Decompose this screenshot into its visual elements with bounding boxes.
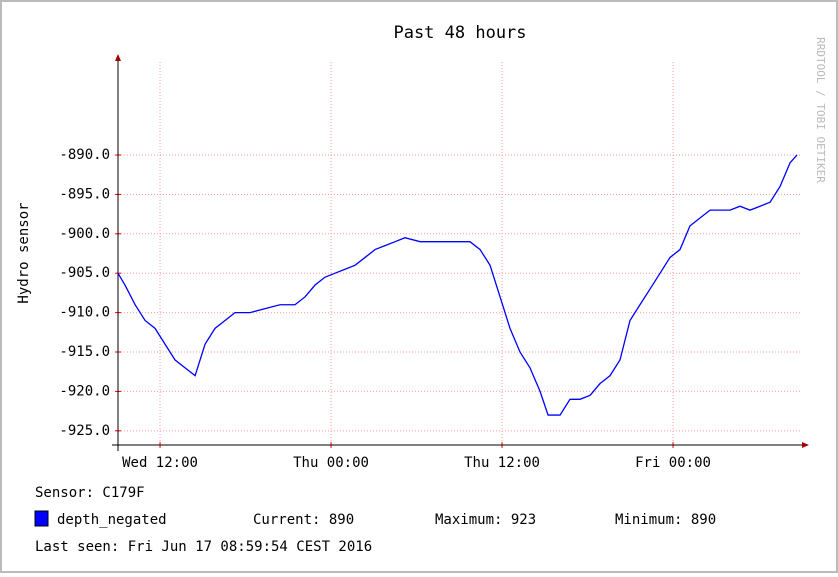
y-axis-arrow <box>115 54 121 61</box>
current-value: Current: 890 <box>253 512 354 528</box>
minimum-value: Minimum: 890 <box>615 512 716 528</box>
y-tick-label: -920.0 <box>59 383 110 399</box>
y-tick-label: -895.0 <box>59 186 110 202</box>
y-tick-label: -905.0 <box>59 265 110 281</box>
y-tick-label: -890.0 <box>59 147 110 163</box>
legend-swatch <box>34 510 49 527</box>
y-tick-label: -915.0 <box>59 344 110 360</box>
y-tick-label: -910.0 <box>59 305 110 321</box>
x-tick-label: Thu 12:00 <box>464 455 540 471</box>
x-tick-label: Wed 12:00 <box>122 455 198 471</box>
x-tick-label: Thu 00:00 <box>293 455 369 471</box>
chart-title: Past 48 hours <box>393 23 526 43</box>
sensor-label: Sensor: C179F <box>35 485 145 501</box>
plot-area <box>118 62 800 445</box>
y-tick-label: -900.0 <box>59 226 110 242</box>
last-seen: Last seen: Fri Jun 17 08:59:54 CEST 2016 <box>35 539 372 555</box>
y-axis-label: Hydro sensor <box>16 202 32 303</box>
y-tick-label: -925.0 <box>59 423 110 439</box>
legend-entry: depth_negated <box>57 512 167 528</box>
watermark: RRDTOOL / TOBI OETIKER <box>814 37 827 183</box>
maximum-value: Maximum: 923 <box>435 512 536 528</box>
data-line <box>117 154 798 416</box>
x-tick-label: Fri 00:00 <box>635 455 711 471</box>
x-axis-arrow <box>802 442 809 448</box>
